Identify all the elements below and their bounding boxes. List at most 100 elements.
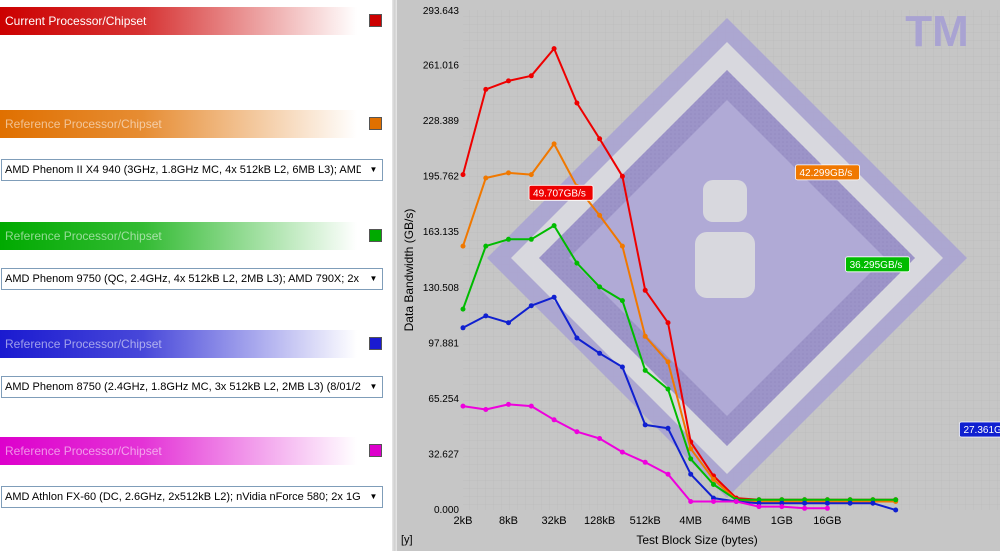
series-layer	[460, 46, 899, 513]
value-badge-1: 49.707GB/s	[528, 184, 594, 201]
data-point	[642, 459, 648, 465]
bandwidth-chart: TM 0.000 32.627 65.254 97.881 130.508 163.135…	[397, 0, 1000, 551]
reference-header-1: Reference Processor/Chipset	[0, 110, 357, 138]
data-point	[528, 172, 534, 178]
data-point	[551, 223, 557, 229]
data-point	[756, 504, 762, 510]
reference-label-4: Reference Processor/Chipset	[5, 444, 162, 458]
value-badge-bg	[528, 184, 594, 201]
data-point	[506, 320, 511, 326]
data-point	[597, 284, 603, 290]
data-point	[688, 456, 694, 462]
data-point	[460, 306, 466, 312]
x-tick-label: 4MB	[679, 515, 702, 527]
reference-label-2: Reference Processor/Chipset	[5, 229, 162, 243]
x-axis-title: Test Block Size (bytes)	[636, 533, 757, 547]
data-point	[528, 236, 534, 242]
data-point	[528, 73, 534, 79]
reference-select-4[interactable]: AMD Athlon FX-60 (DC, 2.6GHz, 2x512kB L2…	[1, 486, 383, 508]
data-point	[574, 429, 580, 435]
data-point	[642, 287, 648, 293]
value-badge-label: 42.299GB/s	[799, 168, 852, 179]
current-processor-header: Current Processor/Chipset	[0, 7, 357, 35]
data-point	[483, 243, 489, 249]
reference-select-2[interactable]: AMD Phenom 9750 (QC, 2.4GHz, 4x 512kB L2…	[1, 268, 383, 290]
x-tick-label: 512kB	[630, 515, 661, 527]
reference-select-3[interactable]: AMD Phenom 8750 (2.4GHz, 1.8GHz MC, 3x 5…	[1, 376, 383, 398]
data-point	[893, 507, 899, 513]
reference-color-swatch-3[interactable]	[369, 337, 382, 350]
data-point	[711, 476, 716, 482]
data-point	[870, 500, 876, 506]
data-point	[551, 141, 557, 147]
data-point	[665, 359, 671, 365]
data-point	[506, 401, 511, 407]
y-unit-label: [y]	[401, 534, 413, 546]
data-point	[506, 170, 511, 176]
x-tick-label: 32kB	[542, 515, 567, 527]
value-badge-bg	[795, 164, 860, 181]
value-badge-4: 27.361GB/s	[959, 421, 1000, 438]
y-tick-label: 130.508	[423, 283, 460, 294]
chevron-down-icon[interactable]: ▼	[365, 377, 382, 397]
data-point	[688, 446, 694, 452]
value-badge-3: 36.295GB/s	[845, 256, 910, 273]
data-point	[460, 403, 466, 409]
data-point	[574, 335, 580, 341]
reference-header-4: Reference Processor/Chipset	[0, 437, 357, 465]
reference-select-1[interactable]: AMD Phenom II X4 940 (3GHz, 1.8GHz MC, 4…	[1, 159, 383, 181]
data-point	[642, 422, 648, 428]
data-point	[642, 367, 648, 373]
chart-svg: TM 0.000 32.627 65.254 97.881 130.508 163.135…	[397, 0, 1000, 551]
panel-splitter[interactable]	[392, 0, 397, 551]
value-badge-bg	[959, 421, 1000, 438]
series-line-2	[462, 142, 896, 503]
reference-header-2: Reference Processor/Chipset	[0, 222, 357, 250]
value-badge-2: 42.299GB/s	[795, 164, 860, 181]
data-point	[733, 499, 739, 504]
data-point	[893, 497, 899, 503]
x-axis: 2kB 8kB 32kB 128kB 512kB 4MB 64MB 1GB 16GB	[454, 515, 842, 527]
value-badge-bg	[845, 256, 910, 273]
y-tick-label: 293.643	[423, 6, 460, 17]
reference-header-3: Reference Processor/Chipset	[0, 330, 357, 358]
data-point	[506, 236, 511, 242]
data-point	[847, 500, 853, 506]
reference-color-swatch-2[interactable]	[369, 229, 382, 242]
data-point	[483, 86, 489, 92]
data-point	[460, 172, 466, 178]
data-point	[665, 386, 671, 392]
reference-select-3-value: AMD Phenom 8750 (2.4GHz, 1.8GHz MC, 3x 5…	[5, 381, 361, 393]
data-point	[665, 425, 671, 431]
data-point	[619, 298, 625, 304]
x-tick-label: 128kB	[584, 515, 615, 527]
chevron-down-icon[interactable]: ▼	[365, 269, 382, 289]
value-badge-label: 49.707GB/s	[533, 188, 586, 199]
reference-color-swatch-1[interactable]	[369, 117, 382, 130]
x-tick-label: 16GB	[813, 515, 841, 527]
data-point	[506, 78, 511, 84]
data-point	[551, 417, 557, 423]
data-point	[711, 482, 716, 487]
data-point	[802, 505, 808, 511]
badge-layer: 49.707GB/s 42.299GB/s 36.295GB/s 27.361GB/s…	[528, 164, 1000, 438]
data-point	[665, 320, 671, 326]
y-tick-label: 32.627	[428, 449, 459, 460]
data-point	[711, 499, 716, 504]
chevron-down-icon[interactable]: ▼	[365, 487, 382, 507]
data-point	[619, 364, 625, 370]
data-point	[597, 350, 603, 356]
x-tick-label: 64MB	[722, 515, 751, 527]
y-tick-label: 228.389	[423, 116, 460, 127]
chevron-down-icon[interactable]: ▼	[365, 160, 382, 180]
data-point	[597, 212, 603, 218]
current-color-swatch[interactable]	[369, 14, 382, 27]
data-point	[460, 243, 466, 249]
y-tick-label: 0.000	[434, 505, 459, 516]
y-tick-label: 163.135	[423, 227, 460, 238]
reference-color-swatch-4[interactable]	[369, 444, 382, 457]
series-line-3	[462, 224, 896, 501]
reference-select-4-value: AMD Athlon FX-60 (DC, 2.6GHz, 2x512kB L2…	[5, 491, 361, 503]
data-point	[802, 500, 808, 506]
watermark-text: TM	[905, 7, 969, 56]
